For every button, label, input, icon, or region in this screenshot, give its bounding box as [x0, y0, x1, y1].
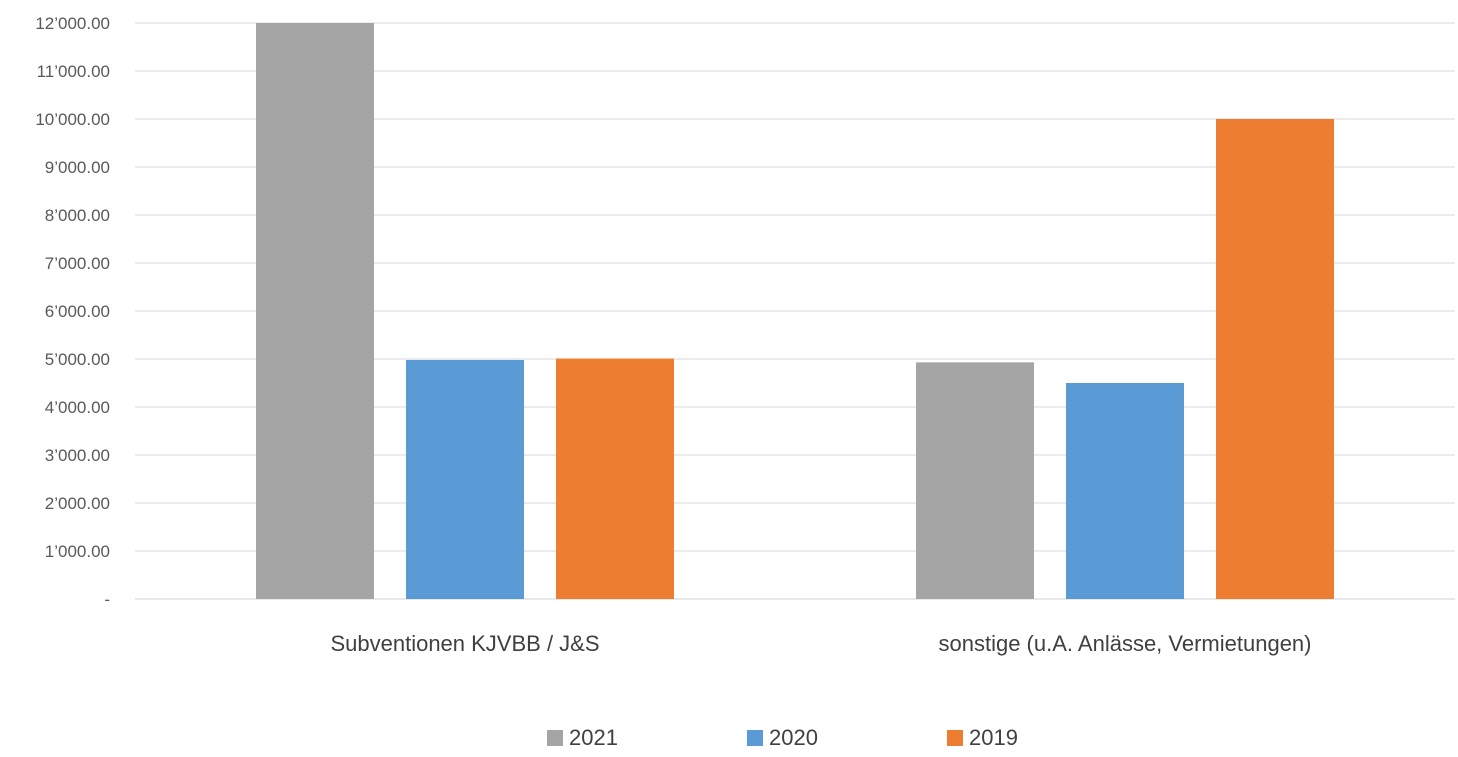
y-axis-ticks: - 1’000.00 2’000.00 3’000.00 4’000.00 5’000.0…: [35, 14, 110, 609]
y-tick-label: -: [104, 590, 110, 609]
legend-label-2020: 2020: [769, 725, 818, 750]
bar-2020-0: [406, 359, 524, 599]
legend-swatch-2021: [547, 730, 563, 746]
bars: [256, 23, 1334, 599]
bar-2021-0: [256, 23, 374, 599]
y-tick-label: 5’000.00: [45, 350, 110, 369]
y-tick-label: 6’000.00: [45, 302, 110, 321]
y-tick-label: 2’000.00: [45, 494, 110, 513]
legend-label-2021: 2021: [569, 725, 618, 750]
y-tick-label: 1’000.00: [45, 542, 110, 561]
category-label-0: Subventionen KJVBB / J&S: [330, 631, 599, 656]
x-axis-categories: Subventionen KJVBB / J&S sonstige (u.A. A…: [330, 631, 1311, 656]
bar-2020-1: [1066, 383, 1184, 599]
y-tick-label: 12’000.00: [35, 14, 110, 33]
y-tick-label: 8’000.00: [45, 206, 110, 225]
bar-2019-0: [556, 358, 674, 599]
legend-label-2019: 2019: [969, 725, 1018, 750]
bar-2021-1: [916, 362, 1034, 599]
bar-2019-1: [1216, 119, 1334, 599]
legend: 2021 2020 2019: [547, 725, 1018, 750]
y-tick-label: 3’000.00: [45, 446, 110, 465]
y-tick-label: 10’000.00: [35, 110, 110, 129]
y-tick-label: 9’000.00: [45, 158, 110, 177]
legend-swatch-2019: [947, 730, 963, 746]
y-tick-label: 11’000.00: [37, 62, 110, 81]
category-label-1: sonstige (u.A. Anlässe, Vermietungen): [939, 631, 1312, 656]
y-tick-label: 7’000.00: [45, 254, 110, 273]
legend-swatch-2020: [747, 730, 763, 746]
y-tick-label: 4’000.00: [45, 398, 110, 417]
